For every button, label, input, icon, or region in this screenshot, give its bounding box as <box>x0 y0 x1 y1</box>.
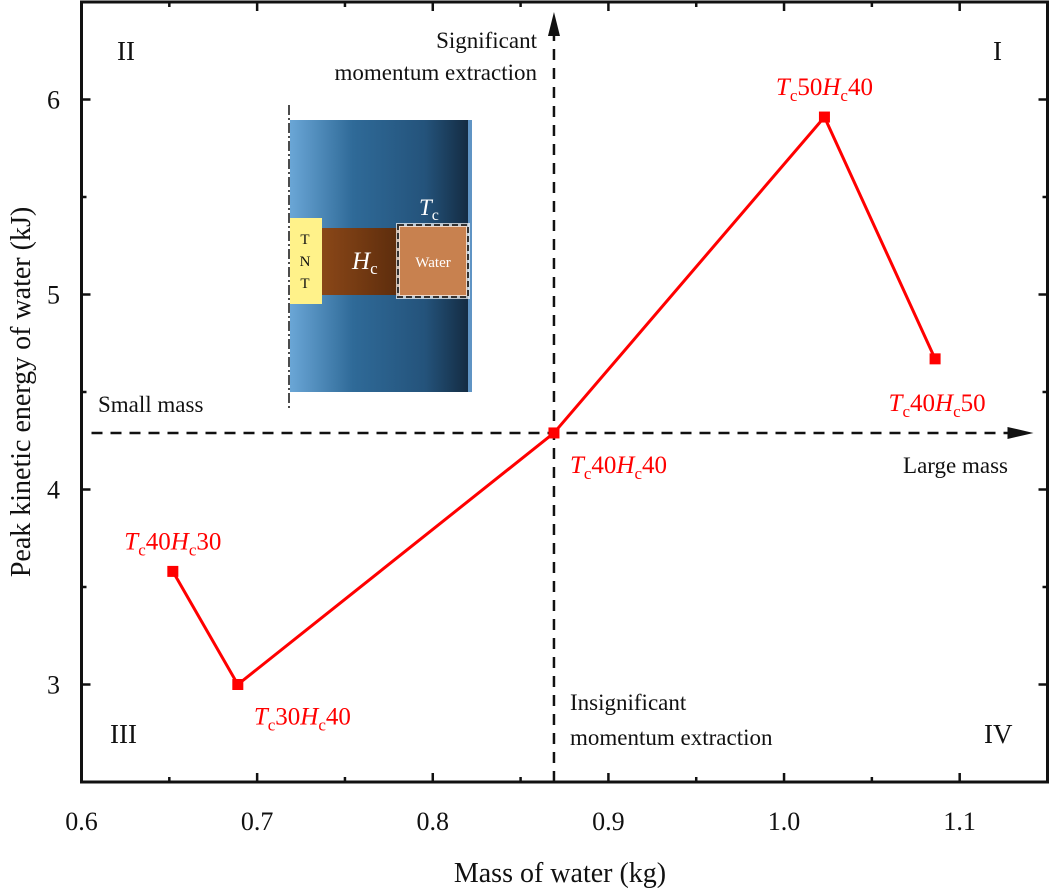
label-part: T <box>776 74 792 101</box>
data-point-marker <box>548 427 560 439</box>
label-subscript: c <box>318 716 326 735</box>
inset-tnt-letter-2: N <box>300 254 311 270</box>
label-part: H <box>170 528 191 555</box>
x-axis-title: Mass of water (kg) <box>454 858 666 889</box>
axis-ticks <box>81 2 1048 782</box>
inset-water-label: Water <box>415 255 450 271</box>
label-subscript: c <box>902 402 910 421</box>
label-part: T <box>570 452 586 479</box>
inset-tnt-letter-1: T <box>300 232 309 248</box>
data-point-marker <box>167 565 179 577</box>
label-part: 30 <box>275 704 300 731</box>
label-part: 40 <box>642 452 667 479</box>
data-point-label: Tc40Hc40 <box>570 452 667 483</box>
label-subscript: c <box>840 86 848 105</box>
quadrant-label-II: II <box>117 36 135 66</box>
y-tick-labels: 3 4 5 6 <box>47 86 60 700</box>
y-tick-label: 3 <box>47 671 60 700</box>
x-tick-label: 0.8 <box>417 807 450 836</box>
label-subscript: c <box>953 402 961 421</box>
inset-diagram: T N T Hc Water Tc <box>288 105 472 408</box>
x-tick-label: 0.6 <box>65 807 98 836</box>
inset-hc-bar <box>322 228 400 295</box>
small-mass-label: Small mass <box>98 392 203 417</box>
x-tick-label: 1.0 <box>768 807 801 836</box>
large-mass-label: Large mass <box>903 453 1008 478</box>
y-tick-label: 6 <box>47 86 60 115</box>
label-subscript: c <box>634 464 642 483</box>
data-point-marker <box>929 353 941 365</box>
label-part: 40 <box>326 704 351 731</box>
inset-tnt-letter-3: T <box>300 276 309 292</box>
label-part: T <box>254 704 270 731</box>
x-tick-label: 0.7 <box>241 807 274 836</box>
insignificant-label-line1: Insignificant <box>570 690 687 715</box>
y-tick-label: 5 <box>47 281 60 310</box>
x-tick-label: 0.9 <box>592 807 625 836</box>
insignificant-label-line2: momentum extraction <box>570 725 773 750</box>
label-part: H <box>615 452 636 479</box>
label-part: H <box>299 704 320 731</box>
inset-tc-sub: c <box>432 207 439 224</box>
label-part: H <box>934 390 955 417</box>
quadrant-label-IV: IV <box>984 719 1013 749</box>
inset-hc-label: Hc <box>351 248 378 278</box>
significant-label-line2: momentum extraction <box>335 60 538 85</box>
significant-label-line1: Significant <box>436 28 538 53</box>
label-subscript: c <box>189 540 197 559</box>
label-subscript: c <box>584 464 592 483</box>
label-part: 40 <box>146 528 171 555</box>
data-point-marker <box>818 111 830 123</box>
quadrant-label-III: III <box>110 719 137 749</box>
label-part: 40 <box>848 74 873 101</box>
horizontal-arrowhead <box>1007 426 1034 439</box>
data-series <box>167 111 941 690</box>
label-part: T <box>124 528 140 555</box>
vertical-arrowhead <box>547 12 560 36</box>
data-point-label: Tc30Hc40 <box>254 704 351 735</box>
inset-water-box <box>399 226 467 296</box>
quadrant-label-I: I <box>993 36 1002 66</box>
label-subscript: c <box>268 716 276 735</box>
inset-hc-main: H <box>351 248 372 275</box>
data-point-label: Tc50Hc40 <box>776 74 873 105</box>
label-part: T <box>889 390 905 417</box>
y-axis-title: Peak kinetic energy of water (kJ) <box>6 207 37 577</box>
inset-hc-sub: c <box>370 259 378 278</box>
inset-water-dashed-border <box>397 224 469 298</box>
label-subscript: c <box>138 540 146 559</box>
label-part: 30 <box>196 528 221 555</box>
inset-tc-label: Tc <box>419 195 439 224</box>
y-tick-label: 4 <box>47 476 60 505</box>
x-tick-label: 1.1 <box>943 807 976 836</box>
label-subscript: c <box>790 86 798 105</box>
label-part: 40 <box>591 452 616 479</box>
inset-tnt-box <box>290 218 322 304</box>
label-part: H <box>821 74 842 101</box>
label-part: 50 <box>797 74 822 101</box>
x-tick-labels: 0.6 0.7 0.8 0.9 1.0 1.1 <box>65 807 976 836</box>
data-point-label: Tc40Hc50 <box>889 390 986 421</box>
data-point-label: Tc40Hc30 <box>124 528 221 559</box>
data-point-marker <box>232 679 244 690</box>
inset-tc-main: T <box>419 195 434 220</box>
label-part: 50 <box>961 390 986 417</box>
label-part: 40 <box>910 390 935 417</box>
